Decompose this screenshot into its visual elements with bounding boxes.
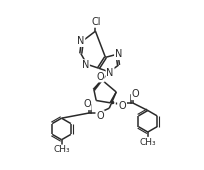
Text: N: N bbox=[81, 60, 89, 70]
Text: O: O bbox=[96, 72, 103, 82]
Text: O: O bbox=[131, 89, 139, 99]
Text: N: N bbox=[114, 49, 122, 59]
Text: CH₃: CH₃ bbox=[139, 138, 155, 147]
Polygon shape bbox=[92, 72, 109, 91]
Text: CH₃: CH₃ bbox=[53, 145, 70, 154]
Text: O: O bbox=[83, 99, 90, 109]
Text: Cl: Cl bbox=[91, 17, 100, 27]
Text: N: N bbox=[106, 68, 113, 78]
Text: N: N bbox=[77, 36, 84, 46]
Text: O: O bbox=[96, 111, 103, 121]
Text: O: O bbox=[118, 101, 126, 111]
